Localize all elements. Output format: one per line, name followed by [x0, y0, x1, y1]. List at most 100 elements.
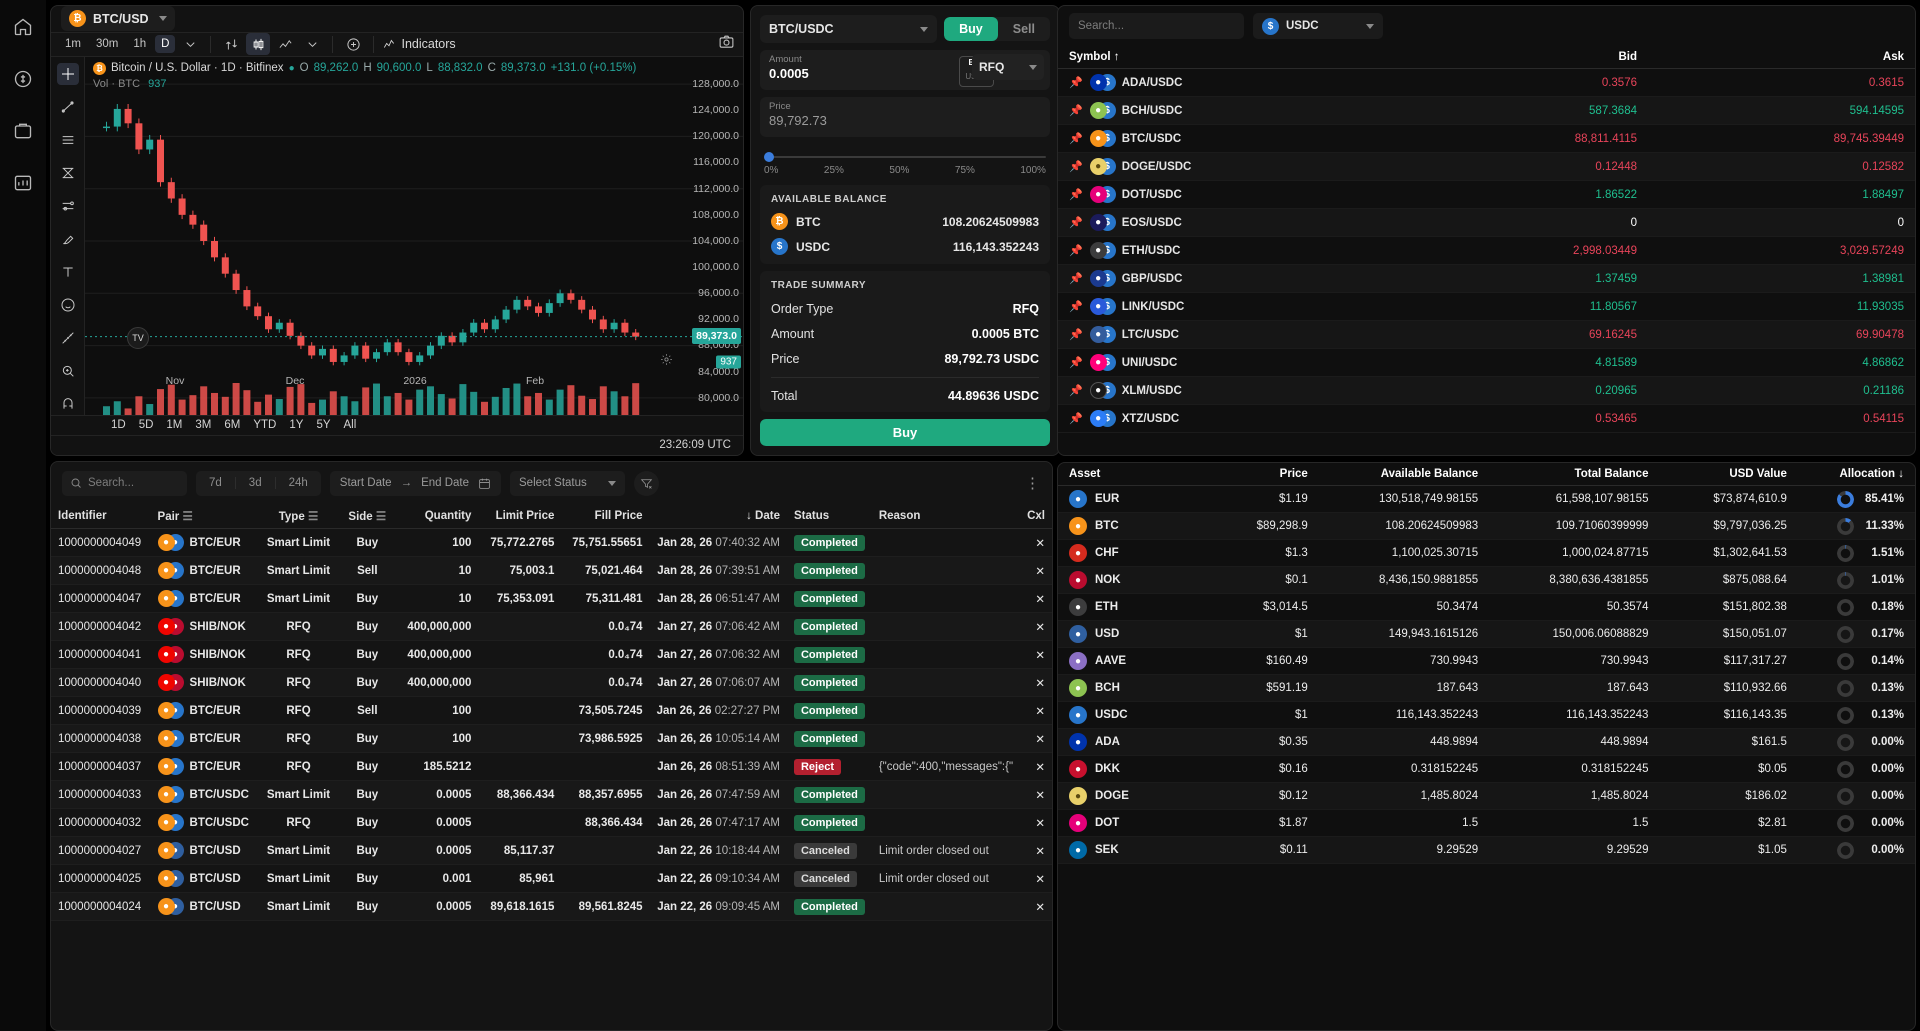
- col-available-balance[interactable]: Available Balance: [1318, 463, 1490, 486]
- range-5d[interactable]: 5D: [138, 419, 154, 432]
- submit-buy-button[interactable]: Buy: [760, 419, 1050, 447]
- table-row[interactable]: 📌 ● $ BTC/USDC 88,811.4115 89,745.39449: [1058, 125, 1915, 153]
- pin-icon[interactable]: 📌: [1069, 384, 1083, 397]
- range-3m[interactable]: 3M: [195, 419, 212, 432]
- pin-icon[interactable]: 📌: [1069, 132, 1083, 145]
- table-row[interactable]: ● BCH $591.19 187.643 187.643 $110,932.66…: [1058, 674, 1915, 702]
- table-row[interactable]: 📌 ● $ EOS/USDC 0 0: [1058, 208, 1915, 237]
- portfolio-icon[interactable]: [10, 118, 36, 144]
- cancel-order-button[interactable]: ✕: [1035, 845, 1045, 858]
- ticket-pair-selector[interactable]: BTC/USDC: [760, 15, 938, 43]
- orders-search-input[interactable]: Search...: [62, 470, 187, 496]
- gear-icon[interactable]: [660, 353, 673, 371]
- cancel-order-button[interactable]: ✕: [1035, 593, 1045, 606]
- cancel-order-button[interactable]: ✕: [1035, 565, 1045, 578]
- cancel-order-button[interactable]: ✕: [1035, 761, 1045, 774]
- table-row[interactable]: 1000000004024 ● ● BTC/USD Smart Limit Buy …: [51, 892, 1052, 921]
- start-date-input[interactable]: Start Date: [339, 477, 392, 489]
- indicators-button[interactable]: Indicators: [382, 37, 456, 51]
- col-identifier[interactable]: Identifier: [51, 504, 151, 529]
- pin-icon[interactable]: 📌: [1069, 300, 1083, 313]
- table-row[interactable]: ● SEK $0.11 9.29529 9.29529 $1.05 0.00%: [1058, 836, 1915, 864]
- add-indicator-icon[interactable]: [341, 33, 365, 55]
- cancel-order-button[interactable]: ✕: [1035, 733, 1045, 746]
- table-row[interactable]: 1000000004040 ● ● SHIB/NOK RFQ Buy 400,000…: [51, 668, 1052, 697]
- zoom-icon[interactable]: [57, 360, 79, 382]
- col-limit-price[interactable]: Limit Price: [478, 504, 562, 529]
- col-type[interactable]: Type ☰: [257, 504, 340, 529]
- timeframe-1m[interactable]: 1m: [65, 38, 81, 51]
- col-pair[interactable]: Pair ☰: [150, 504, 258, 529]
- cancel-order-button[interactable]: ✕: [1035, 873, 1045, 886]
- text-icon[interactable]: [57, 261, 79, 283]
- table-row[interactable]: 📌 ● $ DOT/USDC 1.86522 1.88497: [1058, 181, 1915, 209]
- pin-icon[interactable]: 📌: [1069, 244, 1083, 257]
- amount-slider[interactable]: 0% 25% 50% 75% 100%: [760, 144, 1050, 178]
- table-row[interactable]: 📌 ● $ GBP/USDC 1.37459 1.38981: [1058, 264, 1915, 293]
- chevron-down-icon[interactable]: [300, 33, 324, 55]
- timeframe-30m[interactable]: 30m: [95, 38, 119, 51]
- amount-field[interactable]: Amount 0.0005 BTC USDC RFQ: [760, 50, 1050, 91]
- table-row[interactable]: 📌 ● $ LINK/USDC 11.80567 11.93035: [1058, 293, 1915, 321]
- col-symbol[interactable]: Symbol ↑: [1058, 46, 1388, 69]
- sell-tab[interactable]: Sell: [1012, 22, 1035, 36]
- table-row[interactable]: 📌 ● $ DOGE/USDC 0.12448 0.12582: [1058, 152, 1915, 181]
- col-status[interactable]: Status: [786, 504, 872, 529]
- col-allocation[interactable]: Allocation ↓: [1797, 463, 1915, 486]
- horizontal-lines-icon[interactable]: [57, 129, 79, 151]
- range-1d[interactable]: 1D: [111, 419, 126, 432]
- range-all[interactable]: All: [343, 419, 357, 432]
- col-quantity[interactable]: Quantity: [395, 504, 479, 529]
- table-row[interactable]: ● CHF $1.3 1,100,025.30715 1,000,024.8771…: [1058, 540, 1915, 567]
- col-date[interactable]: ↓ Date: [649, 504, 787, 529]
- timeframe-1h[interactable]: 1h: [133, 38, 147, 51]
- col-usd-value[interactable]: USD Value: [1659, 463, 1798, 486]
- orders-status-select[interactable]: Select Status: [510, 470, 626, 496]
- range-ytd[interactable]: YTD: [253, 419, 277, 432]
- pin-icon[interactable]: 📌: [1069, 356, 1083, 369]
- table-row[interactable]: 1000000004041 ● ● SHIB/NOK RFQ Buy 400,000…: [51, 641, 1052, 669]
- pin-icon[interactable]: 📌: [1069, 412, 1083, 425]
- table-row[interactable]: ● ADA $0.35 448.9894 448.9894 $161.5 0.00…: [1058, 728, 1915, 756]
- emoji-icon[interactable]: [57, 294, 79, 316]
- pin-icon[interactable]: 📌: [1069, 188, 1083, 201]
- trade-icon[interactable]: [10, 66, 36, 92]
- orders-more-menu[interactable]: ⋮: [1025, 474, 1041, 492]
- table-row[interactable]: ● ETH $3,014.5 50.3474 50.3574 $151,802.3…: [1058, 594, 1915, 621]
- table-row[interactable]: 1000000004037 ● ● BTC/EUR RFQ Buy 185.5212…: [51, 753, 1052, 781]
- cancel-order-button[interactable]: ✕: [1035, 901, 1045, 914]
- pin-icon[interactable]: 📌: [1069, 328, 1083, 341]
- table-row[interactable]: 📌 ● $ BCH/USDC 587.3684 594.14595: [1058, 96, 1915, 125]
- table-row[interactable]: 1000000004027 ● ● BTC/USD Smart Limit Buy …: [51, 836, 1052, 865]
- orders-date-range[interactable]: Start Date → End Date: [329, 470, 502, 496]
- reports-icon[interactable]: [10, 170, 36, 196]
- col-bid[interactable]: Bid: [1388, 46, 1648, 69]
- chevron-down-icon[interactable]: [178, 33, 202, 55]
- cancel-order-button[interactable]: ✕: [1035, 705, 1045, 718]
- col-fill-price[interactable]: Fill Price: [561, 504, 650, 529]
- pin-icon[interactable]: 📌: [1069, 272, 1083, 285]
- range-1m[interactable]: 1M: [166, 419, 183, 432]
- col-total-balance[interactable]: Total Balance: [1489, 463, 1660, 486]
- col-cancel[interactable]: Cxl: [1020, 504, 1052, 529]
- range-3d[interactable]: 3d: [236, 477, 276, 489]
- table-row[interactable]: 1000000004025 ● ● BTC/USD Smart Limit Buy …: [51, 865, 1052, 893]
- buy-tab[interactable]: Buy: [944, 17, 998, 41]
- table-row[interactable]: ● DOT $1.87 1.5 1.5 $2.81 0.00%: [1058, 810, 1915, 837]
- cancel-order-button[interactable]: ✕: [1035, 677, 1045, 690]
- magnet-icon[interactable]: [57, 393, 79, 415]
- table-row[interactable]: 📌 ● $ XLM/USDC 0.20965 0.21186: [1058, 376, 1915, 405]
- compare-icon[interactable]: [219, 33, 243, 55]
- candlestick-icon[interactable]: [246, 33, 271, 56]
- table-row[interactable]: ● NOK $0.1 8,436,150.9881855 8,380,636.43…: [1058, 566, 1915, 594]
- cancel-order-button[interactable]: ✕: [1035, 649, 1045, 662]
- order-type-select[interactable]: RFQ: [972, 54, 1044, 80]
- pin-icon[interactable]: 📌: [1069, 104, 1083, 117]
- range-5y[interactable]: 5Y: [316, 419, 331, 432]
- table-row[interactable]: 📌 ● $ XTZ/USDC 0.53465 0.54115: [1058, 405, 1915, 433]
- table-row[interactable]: 📌 ● $ UNI/USDC 4.81589 4.86862: [1058, 349, 1915, 377]
- table-row[interactable]: ● USD $1 149,943.1615126 150,006.06088829…: [1058, 620, 1915, 648]
- table-row[interactable]: 1000000004038 ● ● BTC/EUR RFQ Buy 100 73,9…: [51, 724, 1052, 753]
- col-reason[interactable]: Reason: [871, 504, 1021, 529]
- tradingview-logo[interactable]: TV: [127, 326, 149, 349]
